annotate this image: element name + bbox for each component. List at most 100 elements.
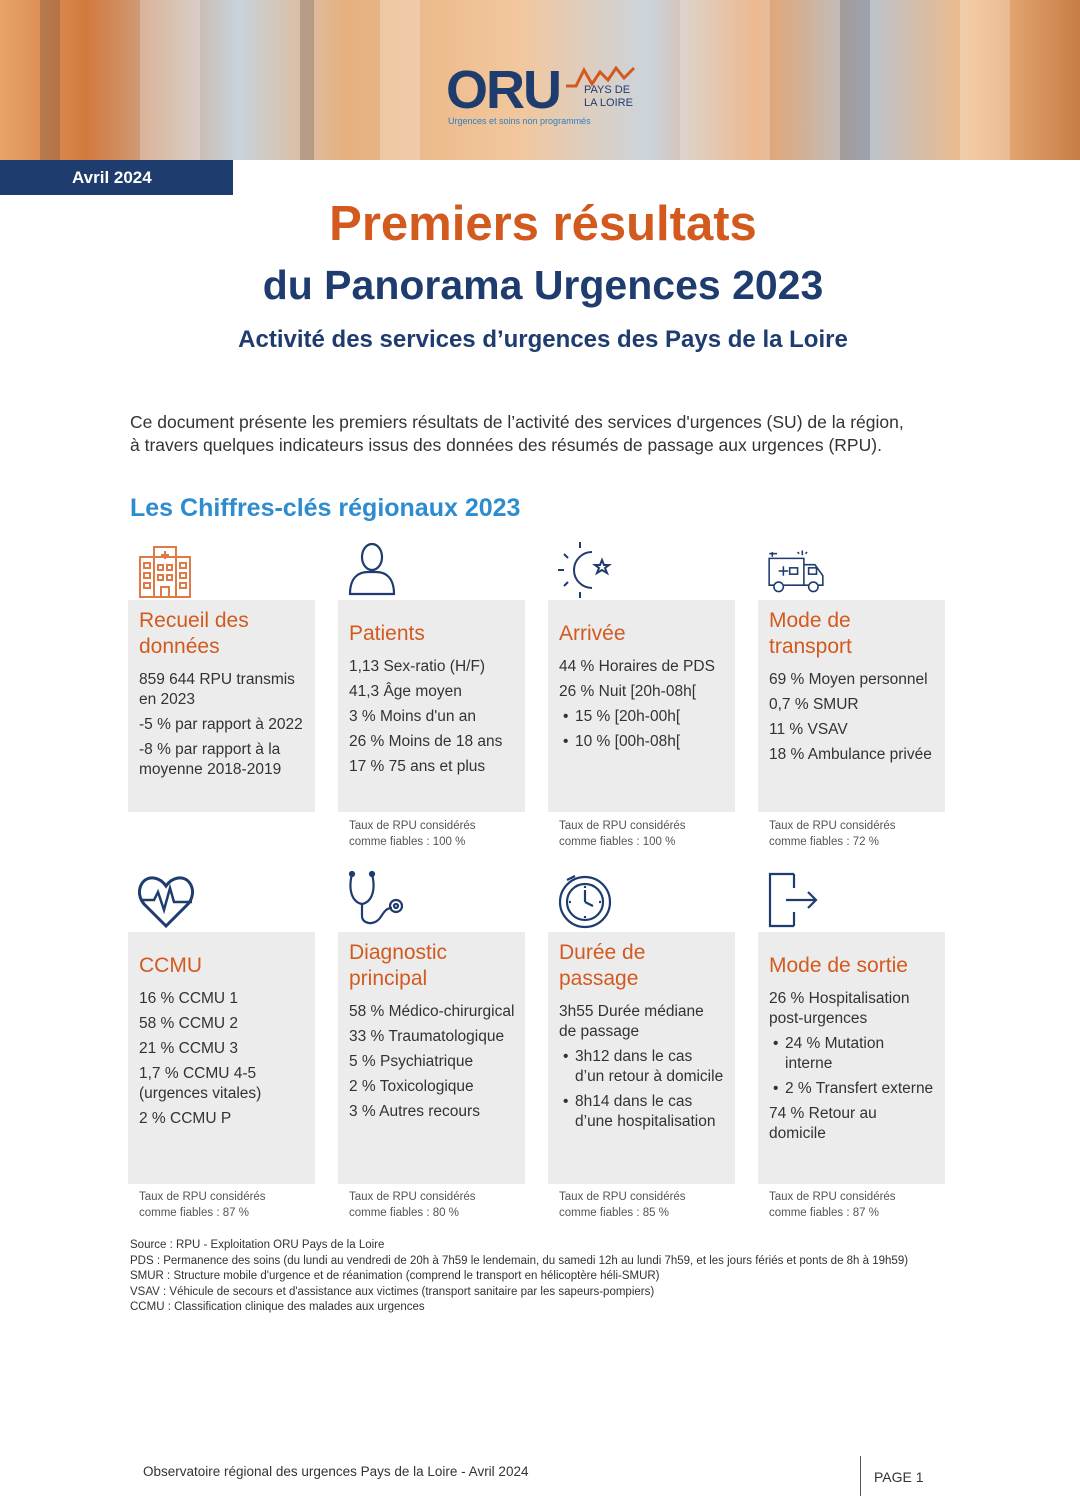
card-title: Mode de sortie [769,954,908,977]
card-stat: 33 % Traumatologique [349,1028,505,1045]
reliability-note: Taux de RPU considérés comme fiables : 1… [559,818,749,850]
card-title: Recueil des données [139,608,305,660]
card-recueil: Recueil des données 859 644 RPU transmis… [128,600,315,812]
banner-decoration [300,0,314,160]
note-line: Taux de RPU considérés [769,1191,896,1203]
reliability-note: Taux de RPU considérés comme fiables : 8… [559,1189,749,1221]
card-title-line: Recueil des [139,609,249,632]
card-stat: 26 % Nuit [20h-08h[ [559,683,697,700]
card-title: Patients [349,622,425,645]
note-line: comme fiables : 100 % [559,836,676,848]
reliability-note: Taux de RPU considérés comme fiables : 7… [769,818,959,850]
card-stat: 26 % Hospitalisation post-urgences [769,990,910,1027]
card-title-line: Durée de [559,941,646,964]
logo-tagline: Urgences et soins non programmés [448,116,591,126]
reliability-note: Taux de RPU considérés comme fiables : 8… [769,1189,959,1221]
clock-icon [558,875,612,929]
card-stat: -8 % par rapport à la moyenne 2018-2019 [139,741,282,778]
intro-line: Ce document présente les premiers résult… [130,412,904,432]
banner-decoration [840,0,870,160]
card-patients: Patients 1,13 Sex-ratio (H/F) 41,3 Âge m… [338,600,525,812]
card-stat: 21 % CCMU 3 [139,1040,239,1057]
heart-pulse-icon [138,876,194,929]
card-stat: 26 % Moins de 18 ans [349,733,503,750]
card-stat: 1,13 Sex-ratio (H/F) [349,658,486,675]
oru-logo: ORU PAYS DE LA LOIRE Urgences et soins n… [446,60,646,135]
card-stat: 2 % Toxicologique [349,1078,474,1095]
card-title-line: données [139,635,220,658]
card-diagnostic: Diagnostic principal 58 % Médico-chirurg… [338,932,525,1184]
footnote: VSAV : Véhicule de secours et d'assistan… [130,1285,655,1298]
card-transport: Mode de transport 69 % Moyen personnel 0… [758,600,945,812]
banner-decoration [680,0,770,160]
card-stat: 17 % 75 ans et plus [349,758,486,775]
banner-decoration [140,0,200,160]
card-title-line: Mode de [769,609,851,632]
note-line: comme fiables : 85 % [559,1207,669,1219]
note-line: Taux de RPU considérés [559,820,686,832]
note-line: comme fiables : 80 % [349,1207,459,1219]
card-stat: 58 % Médico-chirurgical [349,1003,515,1020]
banner-decoration [40,0,60,160]
card-stat: 16 % CCMU 1 [139,990,239,1007]
card-stat-bullet: 8h14 dans le cas d’une hospitalisation [559,1092,725,1132]
page-subtitle: Activité des services d’urgences des Pay… [238,326,848,353]
intro-paragraph: Ce document présente les premiers résult… [130,411,970,457]
note-line: Taux de RPU considérés [349,1191,476,1203]
card-title: Mode de transport [769,608,935,660]
card-stat: 3 % Moins d'un an [349,708,477,725]
card-stat: 11 % VSAV [769,721,848,738]
exit-icon [768,872,818,928]
page-title: Premiers résultats [329,197,757,251]
card-title-line: transport [769,635,852,658]
note-line: Taux de RPU considérés [139,1191,266,1203]
card-title-line: passage [559,967,639,990]
logo-wave-icon [566,66,636,88]
logo-text: ORU [446,60,562,120]
card-stat: 3h55 Durée médiane de passage [559,1003,704,1040]
note-line: Taux de RPU considérés [559,1191,686,1203]
card-stat: 3 % Autres recours [349,1103,480,1120]
section-title: Les Chiffres-clés régionaux 2023 [130,494,521,522]
card-stat: 18 % Ambulance privée [769,746,932,763]
hospital-icon [139,546,191,598]
footer-divider [860,1456,861,1496]
footnote: PDS : Permanence des soins (du lundi au … [130,1254,909,1267]
footnote: Source : RPU - Exploitation ORU Pays de … [130,1239,385,1251]
banner-decoration [380,0,420,160]
intro-line: à travers quelques indicateurs issus des… [130,435,882,455]
date-tab: Avril 2024 [0,160,233,195]
note-line: Taux de RPU considérés [349,820,476,832]
card-ccmu: CCMU 16 % CCMU 1 58 % CCMU 2 21 % CCMU 3… [128,932,315,1184]
card-title: Durée de passage [559,940,725,992]
reliability-note: Taux de RPU considérés comme fiables : 8… [139,1189,329,1221]
person-icon [348,542,396,596]
card-stat: 5 % Psychiatrique [349,1053,474,1070]
reliability-note: Taux de RPU considérés comme fiables : 8… [349,1189,539,1221]
card-stat: 74 % Retour au domicile [769,1105,877,1142]
ambulance-icon [768,550,824,593]
logo-region: PAYS DE LA LOIRE [584,84,633,109]
card-sortie: Mode de sortie 26 % Hospitalisation post… [758,932,945,1184]
note-line: comme fiables : 87 % [139,1207,249,1219]
card-stat: 44 % Horaires de PDS [559,658,715,675]
footer-text: Observatoire régional des urgences Pays … [143,1464,529,1479]
card-stat-bullet: 24 % Mutation interne [769,1034,935,1074]
card-stat-bullet: 3h12 dans le cas d’un retour à domicile [559,1047,725,1087]
card-arrivee: Arrivée 44 % Horaires de PDS 26 % Nuit [… [548,600,735,812]
card-stat: 0,7 % SMUR [769,696,859,713]
card-stat-bullet: 15 % [20h-00h[ [559,707,725,727]
note-line: comme fiables : 100 % [349,836,466,848]
card-stat: 1,7 % CCMU 4-5 (urgences vitales) [139,1065,262,1102]
note-line: comme fiables : 72 % [769,836,879,848]
header-banner: ORU PAYS DE LA LOIRE Urgences et soins n… [0,0,1080,160]
card-stat: 69 % Moyen personnel [769,671,928,688]
reliability-note: Taux de RPU considérés comme fiables : 1… [349,818,539,850]
banner-decoration [960,0,1010,160]
card-stat-bullet: 10 % [00h-08h[ [559,732,725,752]
card-title: Diagnostic principal [349,940,515,992]
footnotes: Source : RPU - Exploitation ORU Pays de … [130,1238,970,1316]
sun-moon-icon [558,542,612,598]
card-title-line: principal [349,967,428,990]
card-stat: -5 % par rapport à 2022 [139,716,303,733]
